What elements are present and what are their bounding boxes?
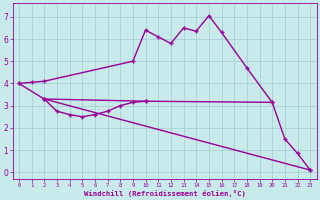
X-axis label: Windchill (Refroidissement éolien,°C): Windchill (Refroidissement éolien,°C) [84,190,245,197]
